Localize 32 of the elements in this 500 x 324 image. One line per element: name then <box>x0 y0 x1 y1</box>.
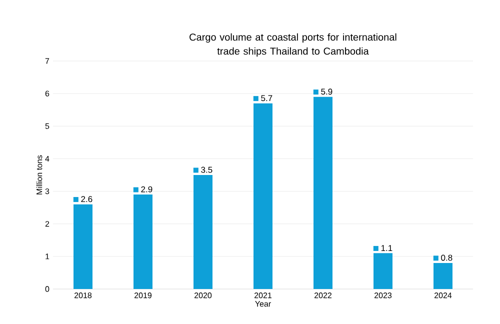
bar <box>434 262 452 289</box>
x-tick-label: 2024 <box>434 292 452 298</box>
x-tick-label: 2022 <box>314 292 332 298</box>
x-tick-label: 2020 <box>194 292 212 298</box>
bar <box>134 194 152 289</box>
x-tick-label: 2018 <box>74 292 92 298</box>
bar <box>74 204 93 289</box>
y-tick-label: 3 <box>45 188 50 194</box>
data-label: 5.9 <box>321 88 332 95</box>
y-tick-label: 0 <box>45 286 50 292</box>
bar <box>374 253 392 289</box>
bar <box>194 174 212 289</box>
bar <box>254 103 272 289</box>
y-tick-label: 7 <box>45 58 50 64</box>
data-label: 2.6 <box>81 196 92 202</box>
bar <box>314 96 332 289</box>
data-label: 1.1 <box>381 245 392 251</box>
y-tick-label: 5 <box>45 123 50 129</box>
y-tick-label: 6 <box>45 90 50 96</box>
chart-title: Cargo volume at coastal ports for international trade ships Thailand to Cambodia <box>190 33 396 57</box>
data-label: 0.8 <box>441 254 452 261</box>
data-label: 2.9 <box>141 186 152 192</box>
y-tick-label: 4 <box>45 156 50 162</box>
x-tick-label: 2019 <box>134 292 152 298</box>
data-label: 3.5 <box>201 166 212 173</box>
x-tick-label: 2021 <box>254 292 272 298</box>
y-axis-title: Million tons <box>36 155 42 194</box>
y-tick-label: 2 <box>45 221 50 227</box>
x-axis-title: Year <box>255 301 271 307</box>
data-label: 5.7 <box>261 95 272 102</box>
x-tick-label: 2023 <box>374 292 392 298</box>
y-tick-label: 1 <box>46 254 50 260</box>
